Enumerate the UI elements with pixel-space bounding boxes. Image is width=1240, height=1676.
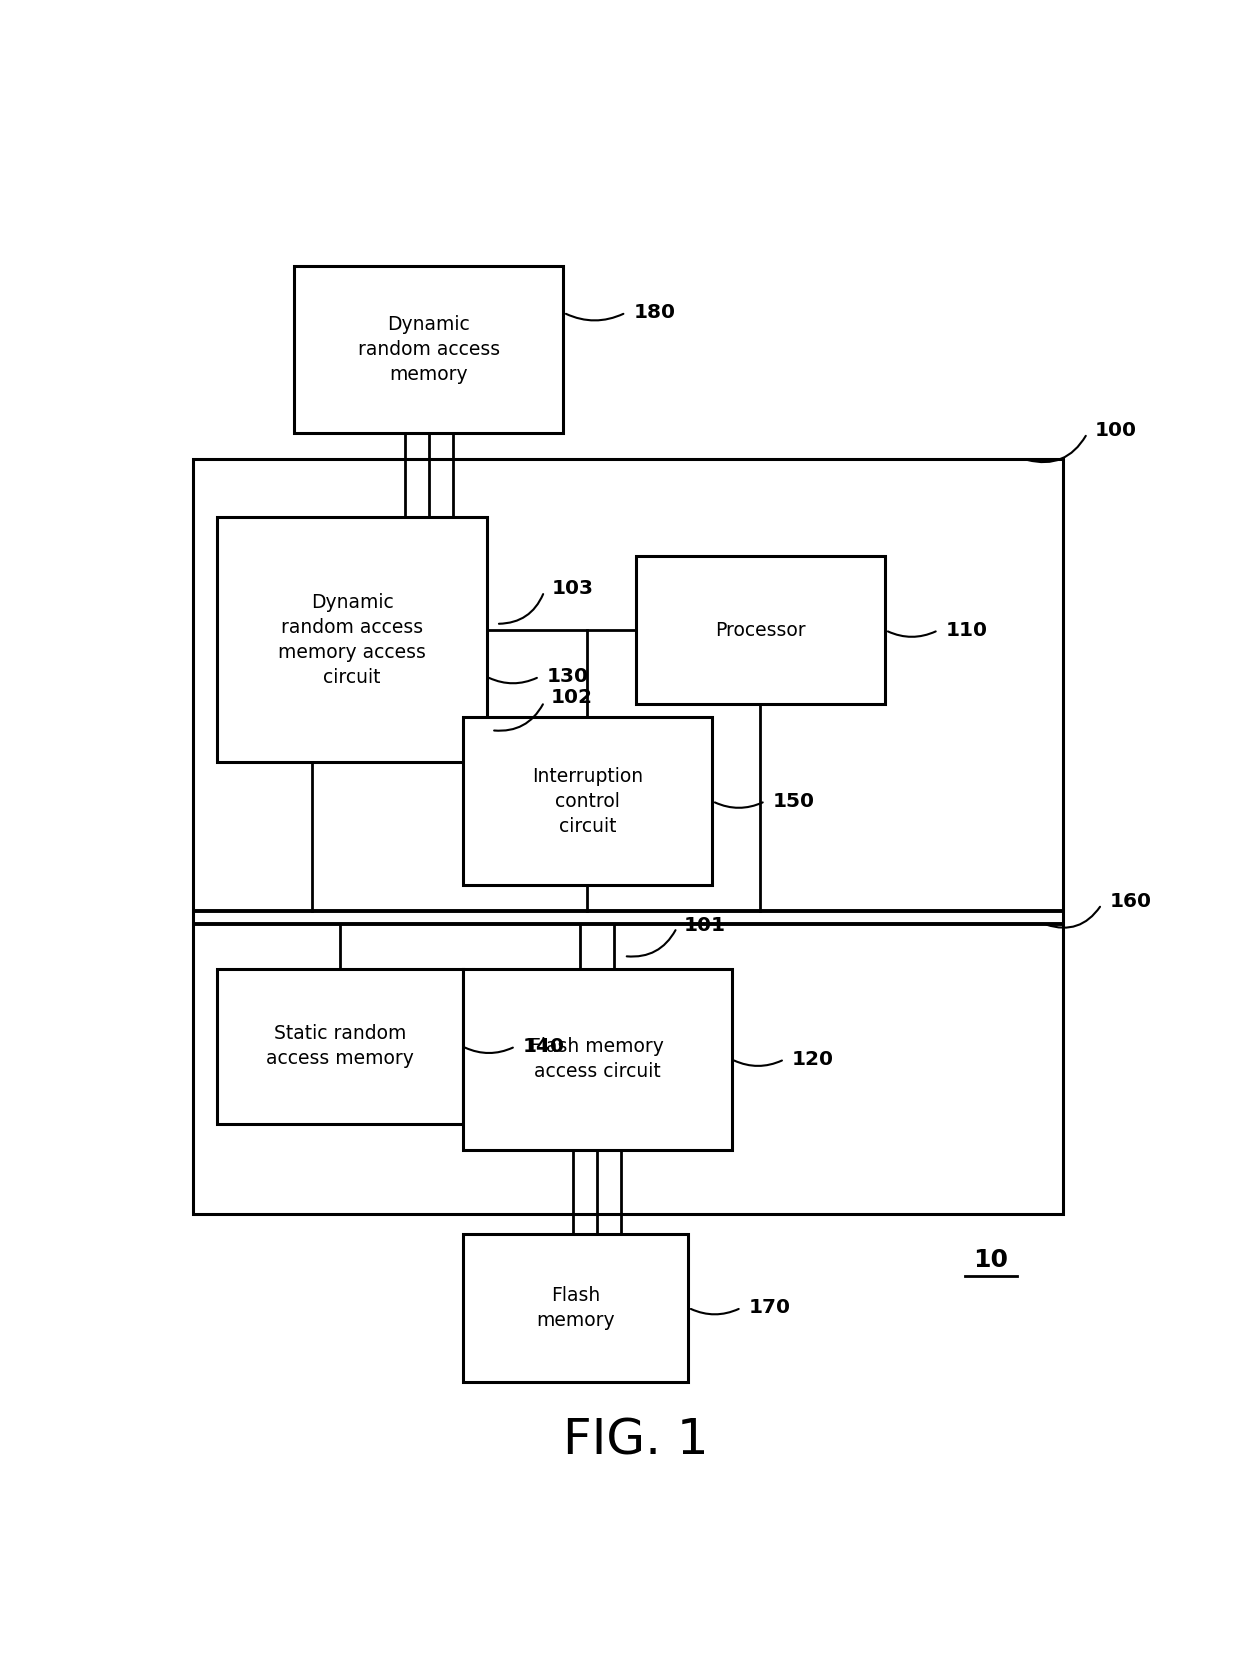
Text: 120: 120 (792, 1049, 835, 1069)
Text: Dynamic
random access
memory access
circuit: Dynamic random access memory access circ… (278, 593, 427, 687)
Bar (463, 969, 732, 1150)
Text: Interruption
control
circuit: Interruption control circuit (532, 766, 644, 836)
Bar (294, 265, 563, 434)
Text: Processor: Processor (715, 620, 806, 640)
Bar (193, 459, 1063, 1213)
Text: 180: 180 (634, 303, 676, 322)
Text: 170: 170 (749, 1299, 791, 1317)
Text: 130: 130 (547, 667, 589, 685)
Text: 103: 103 (552, 580, 594, 598)
Text: 150: 150 (773, 791, 815, 811)
Text: Flash memory
access circuit: Flash memory access circuit (531, 1037, 663, 1081)
Text: 100: 100 (1095, 421, 1137, 441)
Bar (463, 717, 713, 885)
Bar (217, 969, 463, 1125)
Bar (463, 1234, 688, 1383)
Text: 102: 102 (551, 689, 593, 707)
Text: 160: 160 (1110, 892, 1151, 912)
Bar (217, 518, 486, 763)
Text: Dynamic
random access
memory: Dynamic random access memory (358, 315, 500, 384)
Text: 140: 140 (523, 1037, 565, 1056)
Text: 10: 10 (973, 1249, 1008, 1272)
Text: Static random
access memory: Static random access memory (267, 1024, 414, 1068)
Text: FIG. 1: FIG. 1 (563, 1416, 708, 1465)
Text: 110: 110 (946, 620, 988, 640)
Text: 101: 101 (683, 915, 725, 935)
Bar (635, 556, 885, 704)
Text: Flash
memory: Flash memory (536, 1285, 615, 1329)
